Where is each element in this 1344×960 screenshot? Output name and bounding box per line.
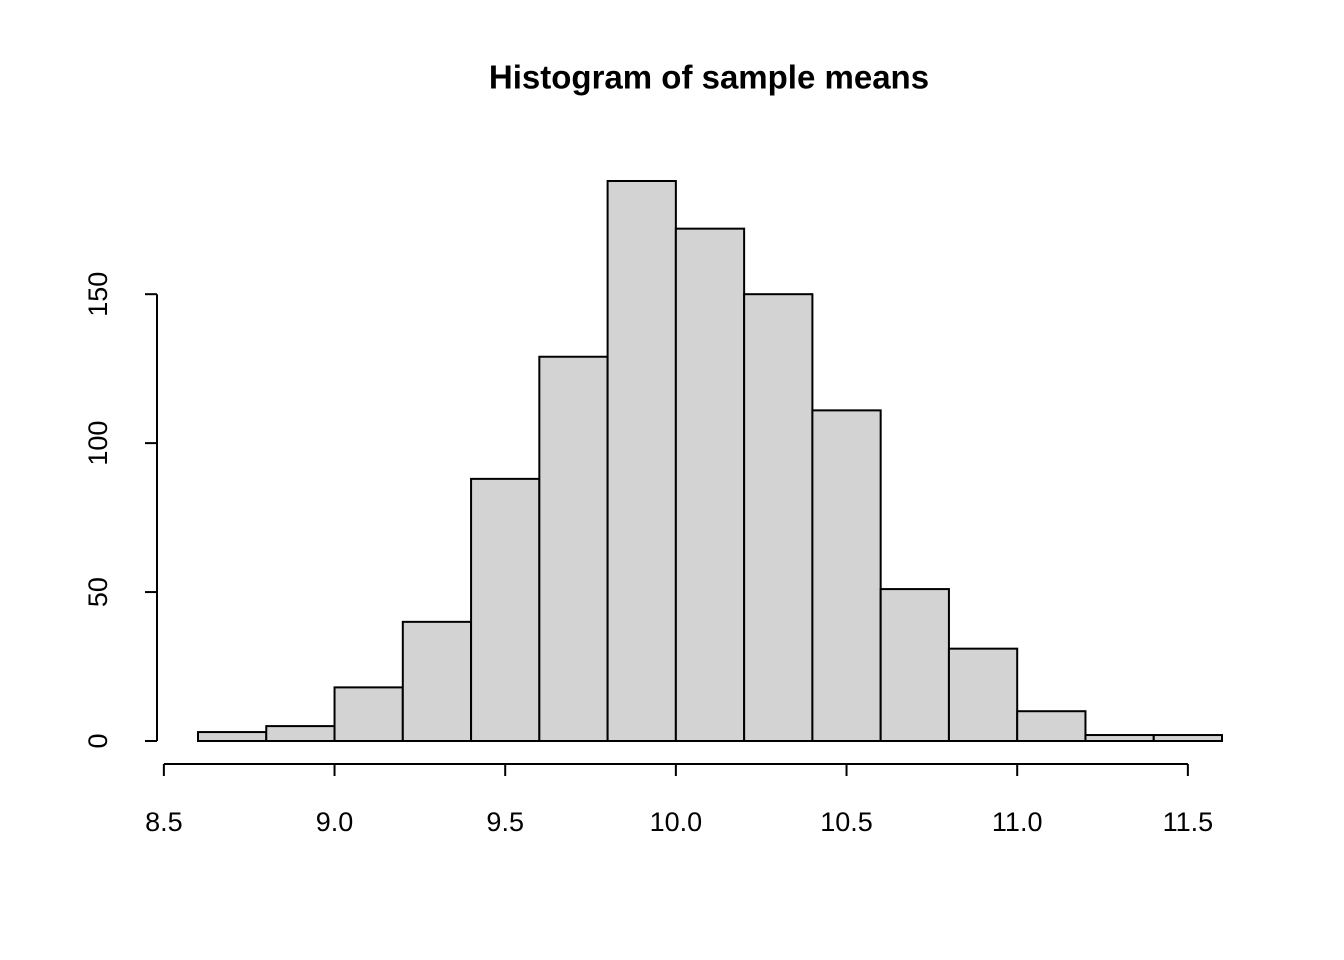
- bar: [265, 725, 336, 743]
- bar: [333, 686, 404, 743]
- bar: [606, 180, 677, 742]
- bar: [1152, 734, 1223, 742]
- bar: [743, 293, 814, 742]
- bar: [470, 477, 541, 742]
- x-tick-label: 8.5: [145, 807, 183, 837]
- bar: [674, 227, 746, 743]
- y-tick-label: 0: [83, 733, 113, 748]
- x-tick-label: 11.5: [1163, 807, 1214, 837]
- x-tick-label: 10.0: [650, 807, 703, 837]
- bar: [947, 647, 1019, 742]
- bar: [197, 731, 268, 743]
- chart-title: Histogram of sample means: [489, 59, 929, 96]
- bar: [401, 620, 473, 743]
- bar: [1016, 710, 1087, 743]
- y-tick-label: 50: [83, 577, 113, 607]
- x-tick-label: 11.0: [992, 807, 1043, 837]
- bar: [811, 409, 882, 742]
- bar: [1084, 734, 1155, 742]
- x-tick-label: 9.0: [316, 807, 354, 837]
- x-tick-label: 10.5: [820, 807, 873, 837]
- y-tick-label: 100: [83, 421, 113, 466]
- bar: [879, 588, 950, 742]
- bar: [538, 355, 609, 742]
- y-tick-label: 150: [83, 272, 113, 317]
- x-tick-label: 9.5: [486, 807, 524, 837]
